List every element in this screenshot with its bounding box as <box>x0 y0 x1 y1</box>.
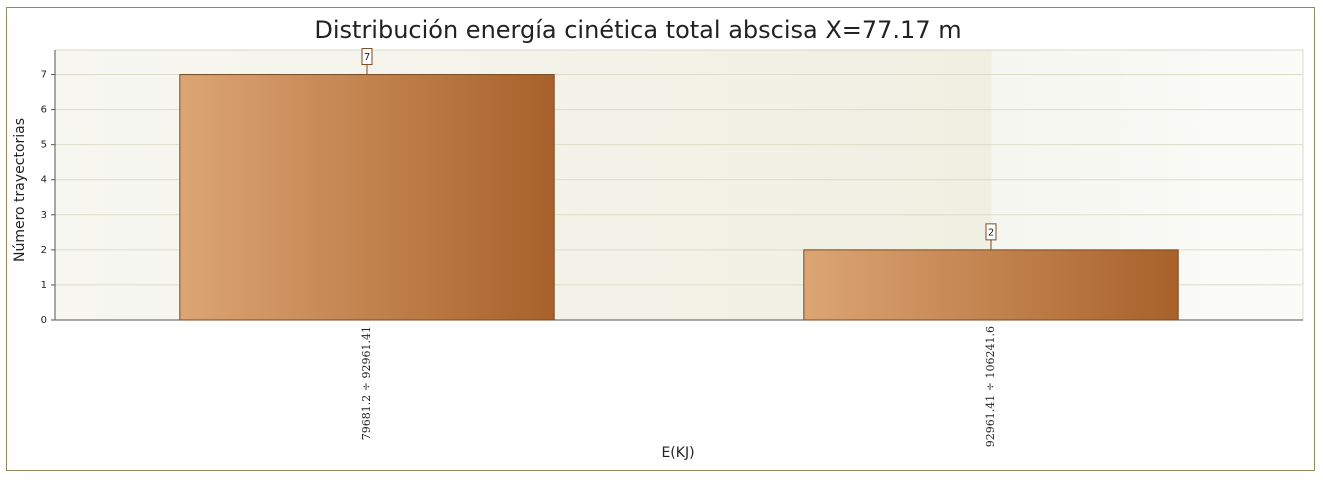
bar <box>179 74 555 321</box>
x-tick-label: 92961.41 ÷ 106241.6 <box>984 326 997 447</box>
y-tick-label: 5 <box>41 140 47 151</box>
y-tick-label: 4 <box>41 175 47 186</box>
x-tick-label: 79681.2 ÷ 92961.41 <box>360 326 373 440</box>
y-tick-label: 6 <box>41 105 47 116</box>
y-tick-label: 7 <box>41 70 47 81</box>
value-label-box <box>985 223 997 241</box>
bar <box>803 249 1179 321</box>
x-axis-label: E(KJ) <box>661 445 694 461</box>
value-label: 2 <box>988 227 994 238</box>
y-tick-label: 0 <box>41 315 47 326</box>
value-label-box <box>361 48 373 66</box>
y-tick-label: 2 <box>41 245 47 256</box>
y-tick-label: 3 <box>41 210 47 221</box>
y-tick-label: 1 <box>41 280 47 291</box>
chart-title: Distribución energía cinética total absc… <box>314 16 961 44</box>
value-label: 7 <box>364 52 370 63</box>
y-axis-label: Número trayectorias <box>12 118 28 262</box>
